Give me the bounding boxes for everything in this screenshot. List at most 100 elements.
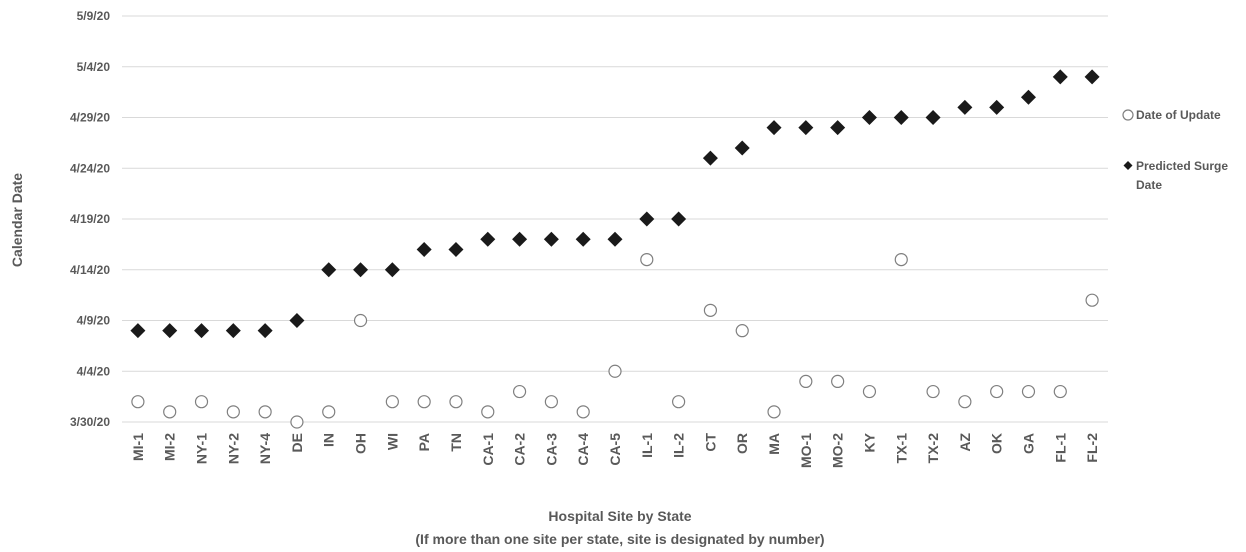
point-predicted-surge-date — [830, 120, 846, 136]
point-predicted-surge-date — [989, 99, 1005, 115]
point-date-of-update — [672, 395, 686, 409]
point-predicted-surge-date — [861, 110, 877, 125]
point-date-of-update — [131, 395, 145, 409]
x-tick-label: TX-1 — [893, 433, 909, 464]
point-predicted-surge-date — [798, 120, 814, 136]
point-date-of-update — [226, 405, 240, 419]
point-date-of-update — [831, 374, 845, 388]
point-predicted-surge-date — [1084, 69, 1100, 85]
x-tick-label: IL-1 — [639, 433, 655, 458]
point-predicted-surge-date — [289, 313, 305, 328]
y-tick-label: 4/14/20 — [70, 263, 110, 277]
y-tick-label: 4/19/20 — [70, 212, 110, 226]
point-date-of-update — [894, 253, 908, 267]
y-tick-label: 4/9/20 — [77, 314, 111, 328]
point-predicted-surge-date — [639, 211, 655, 227]
point-date-of-update — [417, 395, 431, 409]
x-axis-ticks: MI-1 MI-2 NY-1 NY-2 NY-4 DE IN OH WI PA TN CA-1 CA-2… — [130, 432, 1100, 468]
x-tick-label: FL-2 — [1084, 433, 1100, 463]
y-axis-ticks: 3/30/20 4/4/20 4/9/20 4/14/20 4/19/20 4/24/20… — [70, 9, 110, 429]
point-date-of-update — [958, 395, 972, 409]
point-date-of-update — [353, 313, 368, 328]
point-date-of-update — [481, 405, 495, 419]
x-tick-label: TX-2 — [925, 433, 941, 464]
point-date-of-update — [1021, 384, 1036, 399]
x-tick-label: CA-1 — [480, 433, 496, 466]
x-tick-label: TN — [448, 433, 464, 452]
x-axis-title-line2: (If more than one site per state, site i… — [415, 531, 824, 547]
point-predicted-surge-date — [321, 262, 337, 278]
point-date-of-update — [767, 405, 781, 419]
point-predicted-surge-date — [702, 150, 718, 166]
x-tick-label: OK — [989, 433, 1005, 454]
x-tick-label: CA-5 — [607, 433, 623, 466]
point-predicted-surge-date — [480, 231, 496, 247]
x-tick-label: IN — [321, 433, 337, 447]
point-predicted-surge-date — [257, 323, 273, 339]
point-date-of-update — [290, 415, 304, 429]
point-date-of-update — [576, 405, 590, 419]
x-tick-label: MO-1 — [798, 433, 814, 468]
point-date-of-update — [449, 395, 463, 409]
point-date-of-update — [990, 384, 1004, 399]
point-predicted-surge-date — [925, 110, 941, 125]
point-predicted-surge-date — [448, 241, 464, 257]
x-tick-label: MI-1 — [130, 433, 146, 461]
point-predicted-surge-date — [543, 231, 559, 247]
point-predicted-surge-date — [416, 241, 432, 257]
point-date-of-update — [799, 374, 813, 388]
x-tick-label: IL-2 — [671, 433, 687, 458]
x-tick-label: MA — [766, 433, 782, 455]
x-tick-label: WI — [384, 433, 400, 450]
y-tick-label: 5/4/20 — [77, 60, 111, 74]
point-predicted-surge-date — [671, 211, 687, 227]
point-date-of-update — [544, 395, 558, 409]
point-predicted-surge-date — [384, 262, 400, 278]
point-predicted-surge-date — [353, 262, 369, 278]
legend: Date of Update Predicted Surge Date — [1122, 108, 1228, 192]
x-tick-label: CA-2 — [512, 433, 528, 466]
legend-marker-date-of-update — [1122, 109, 1134, 121]
x-tick-label: FL-1 — [1052, 433, 1068, 463]
point-date-of-update — [926, 384, 940, 399]
point-date-of-update — [194, 395, 209, 409]
y-tick-label: 4/24/20 — [70, 161, 110, 175]
point-predicted-surge-date — [1052, 69, 1068, 85]
point-date-of-update — [385, 395, 399, 409]
x-tick-label: DE — [289, 433, 305, 452]
x-tick-label: AZ — [957, 433, 973, 452]
y-tick-label: 3/30/20 — [70, 415, 110, 429]
x-tick-label: PA — [416, 433, 432, 451]
point-date-of-update — [322, 405, 336, 419]
data-series — [130, 69, 1100, 429]
point-date-of-update — [512, 384, 527, 399]
y-axis-title: Calendar Date — [9, 173, 25, 267]
point-predicted-surge-date — [512, 231, 528, 247]
point-predicted-surge-date — [130, 323, 146, 339]
y-tick-label: 4/29/20 — [70, 111, 110, 125]
point-date-of-update — [862, 384, 877, 399]
point-predicted-surge-date — [734, 140, 750, 156]
point-date-of-update — [258, 405, 272, 419]
point-date-of-update — [1053, 384, 1067, 399]
x-tick-label: MI-2 — [162, 433, 178, 461]
x-axis-title: Hospital Site by State — [548, 508, 691, 524]
legend-marker-predicted-surge-date — [1123, 161, 1133, 170]
x-tick-label: NY-4 — [257, 433, 273, 464]
point-predicted-surge-date — [162, 323, 178, 339]
x-tick-label: OH — [353, 433, 369, 454]
point-date-of-update — [640, 253, 654, 267]
point-predicted-surge-date — [194, 323, 210, 339]
legend-label-predicted-surge-date: Predicted Surge — [1136, 159, 1228, 173]
point-predicted-surge-date — [575, 231, 591, 247]
x-tick-label: GA — [1020, 433, 1036, 454]
point-predicted-surge-date — [607, 231, 623, 247]
legend-label-date-of-update: Date of Update — [1136, 108, 1221, 122]
x-tick-label: CT — [702, 433, 718, 452]
point-predicted-surge-date — [957, 99, 973, 115]
point-date-of-update — [163, 405, 177, 419]
gridlines — [122, 15, 1108, 423]
point-date-of-update — [1085, 293, 1099, 307]
point-predicted-surge-date — [1020, 89, 1036, 105]
